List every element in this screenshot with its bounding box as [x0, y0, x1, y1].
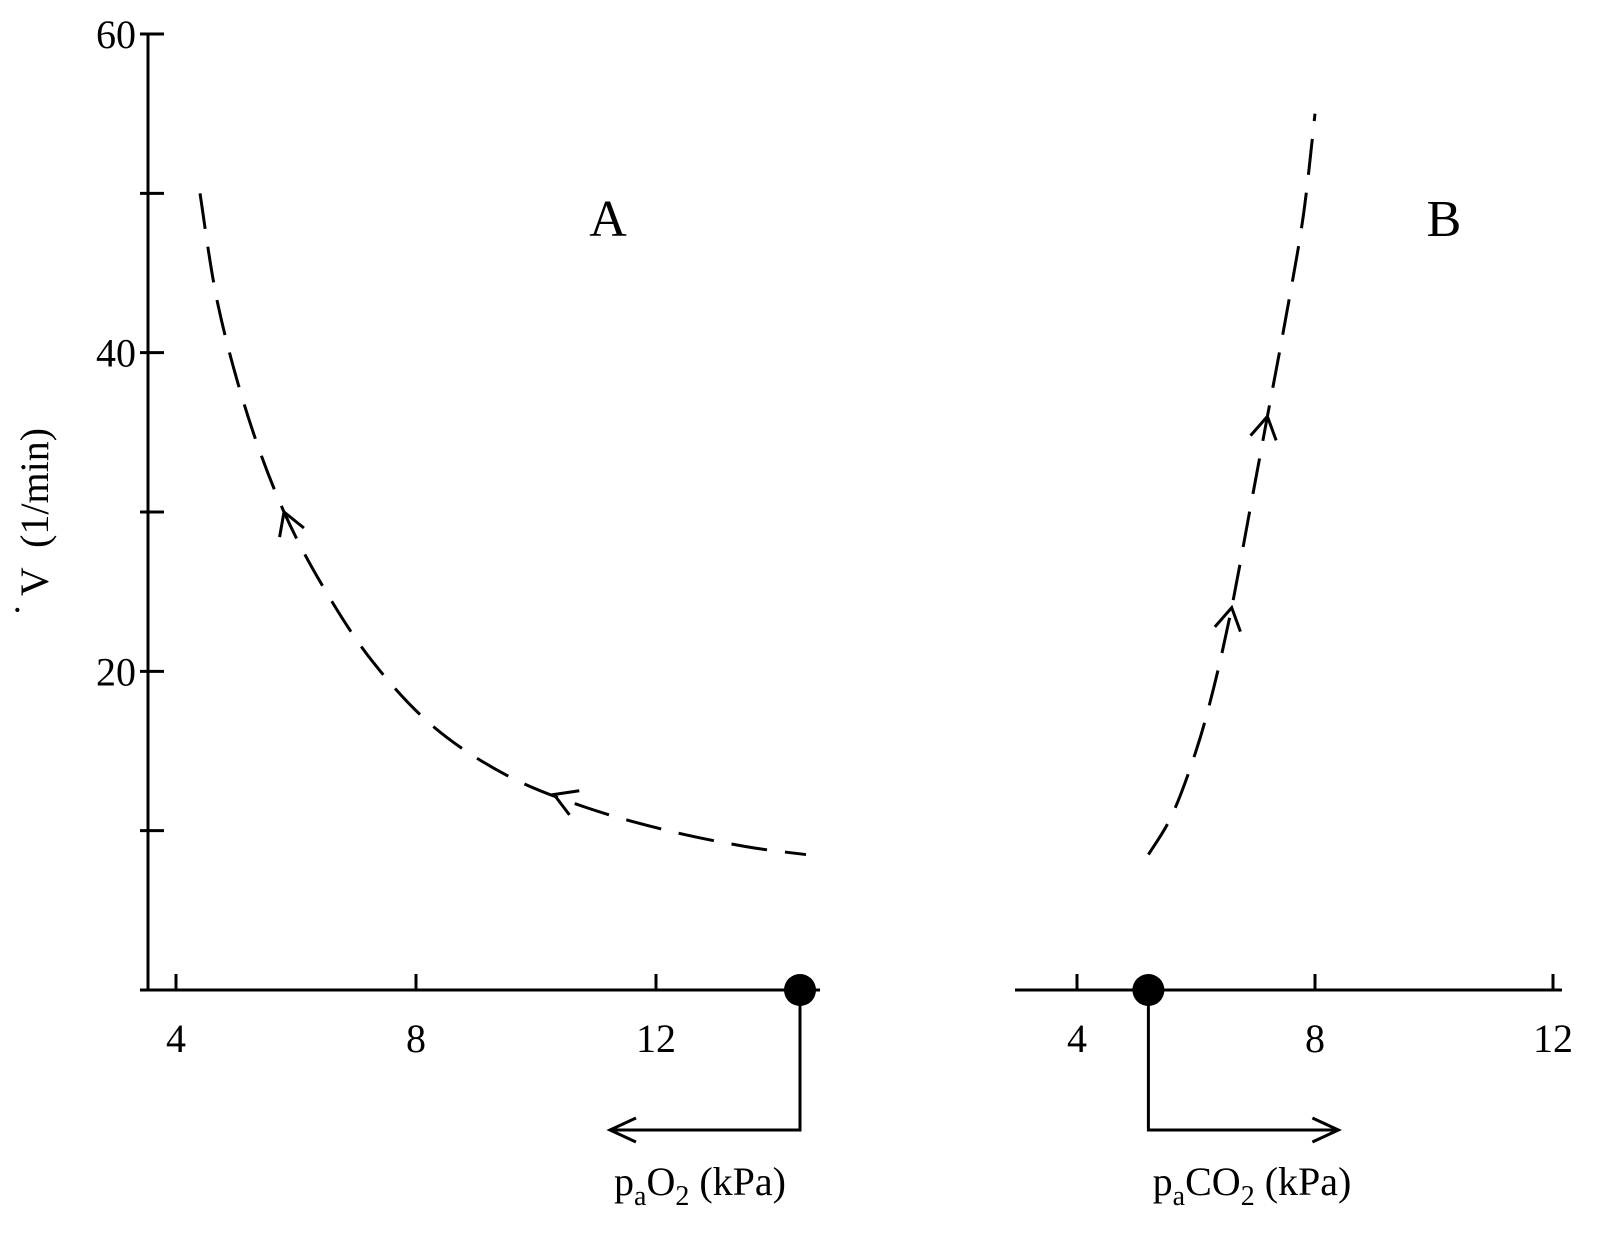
series-line-b [1147, 113, 1317, 856]
y-axis-label: V (1/min) ˙ [6, 428, 57, 617]
x-label-sub: a [634, 1181, 647, 1212]
series-line-a [198, 193, 807, 857]
curve-arrows-b [1213, 413, 1278, 633]
x-label-p: p [1153, 1159, 1173, 1204]
y-label-unit: (1/min) [12, 428, 57, 548]
direction-arrow-b [1146, 990, 1339, 1132]
direction-arrow-a [610, 990, 802, 1132]
x-tick-labels-a: 4 8 12 [166, 1016, 676, 1061]
direction-arrow-head-a [606, 1116, 637, 1144]
y-tick-label: 20 [96, 649, 136, 694]
panel-b: 4 8 12 B paCO2 (kPa) [1015, 113, 1573, 1212]
y-tick-label: 40 [96, 331, 136, 376]
x-tick-label: 8 [406, 1016, 426, 1061]
panel-a: 4 8 12 A paO2 (kPa) [148, 191, 820, 1212]
x-label-gas: CO [1185, 1159, 1241, 1204]
y-ticks [140, 32, 164, 992]
x-label-sub: 2 [1241, 1181, 1255, 1212]
curve-arrow [551, 789, 580, 816]
y-label-symbol: V [12, 567, 57, 596]
x-tick-label: 4 [1067, 1016, 1087, 1061]
x-label-gas: O [646, 1159, 675, 1204]
x-ticks-a [174, 974, 658, 990]
x-tick-label: 8 [1305, 1016, 1325, 1061]
x-label-unit: (kPa) [699, 1159, 786, 1204]
panel-label-a: A [589, 191, 627, 248]
y-tick-labels: 20 40 60 [96, 12, 136, 694]
direction-arrow-head-b [1311, 1116, 1342, 1144]
x-label-sub: 2 [675, 1181, 689, 1212]
x-label-unit: (kPa) [1265, 1159, 1352, 1204]
x-tick-labels-b: 4 8 12 [1067, 1016, 1573, 1061]
x-axis-label-a: paO2 (kPa) [614, 1159, 786, 1212]
y-tick-label: 60 [96, 12, 136, 57]
x-label-p: p [614, 1159, 634, 1204]
svg-text:V (1/min): V (1/min) [12, 428, 57, 596]
curve-arrow [278, 509, 305, 538]
panel-label-b: B [1427, 191, 1462, 248]
x-tick-label: 4 [166, 1016, 186, 1061]
x-tick-label: 12 [1533, 1016, 1573, 1061]
curve-arrow [1213, 604, 1242, 633]
x-label-sub: a [1173, 1181, 1186, 1212]
curve-arrow [1249, 413, 1278, 441]
x-axis-label-b: paCO2 (kPa) [1153, 1159, 1352, 1212]
curve-arrows-a [278, 509, 580, 816]
x-tick-label: 12 [636, 1016, 676, 1061]
y-label-dot: ˙ [6, 603, 51, 616]
x-ticks-b [1075, 974, 1555, 990]
